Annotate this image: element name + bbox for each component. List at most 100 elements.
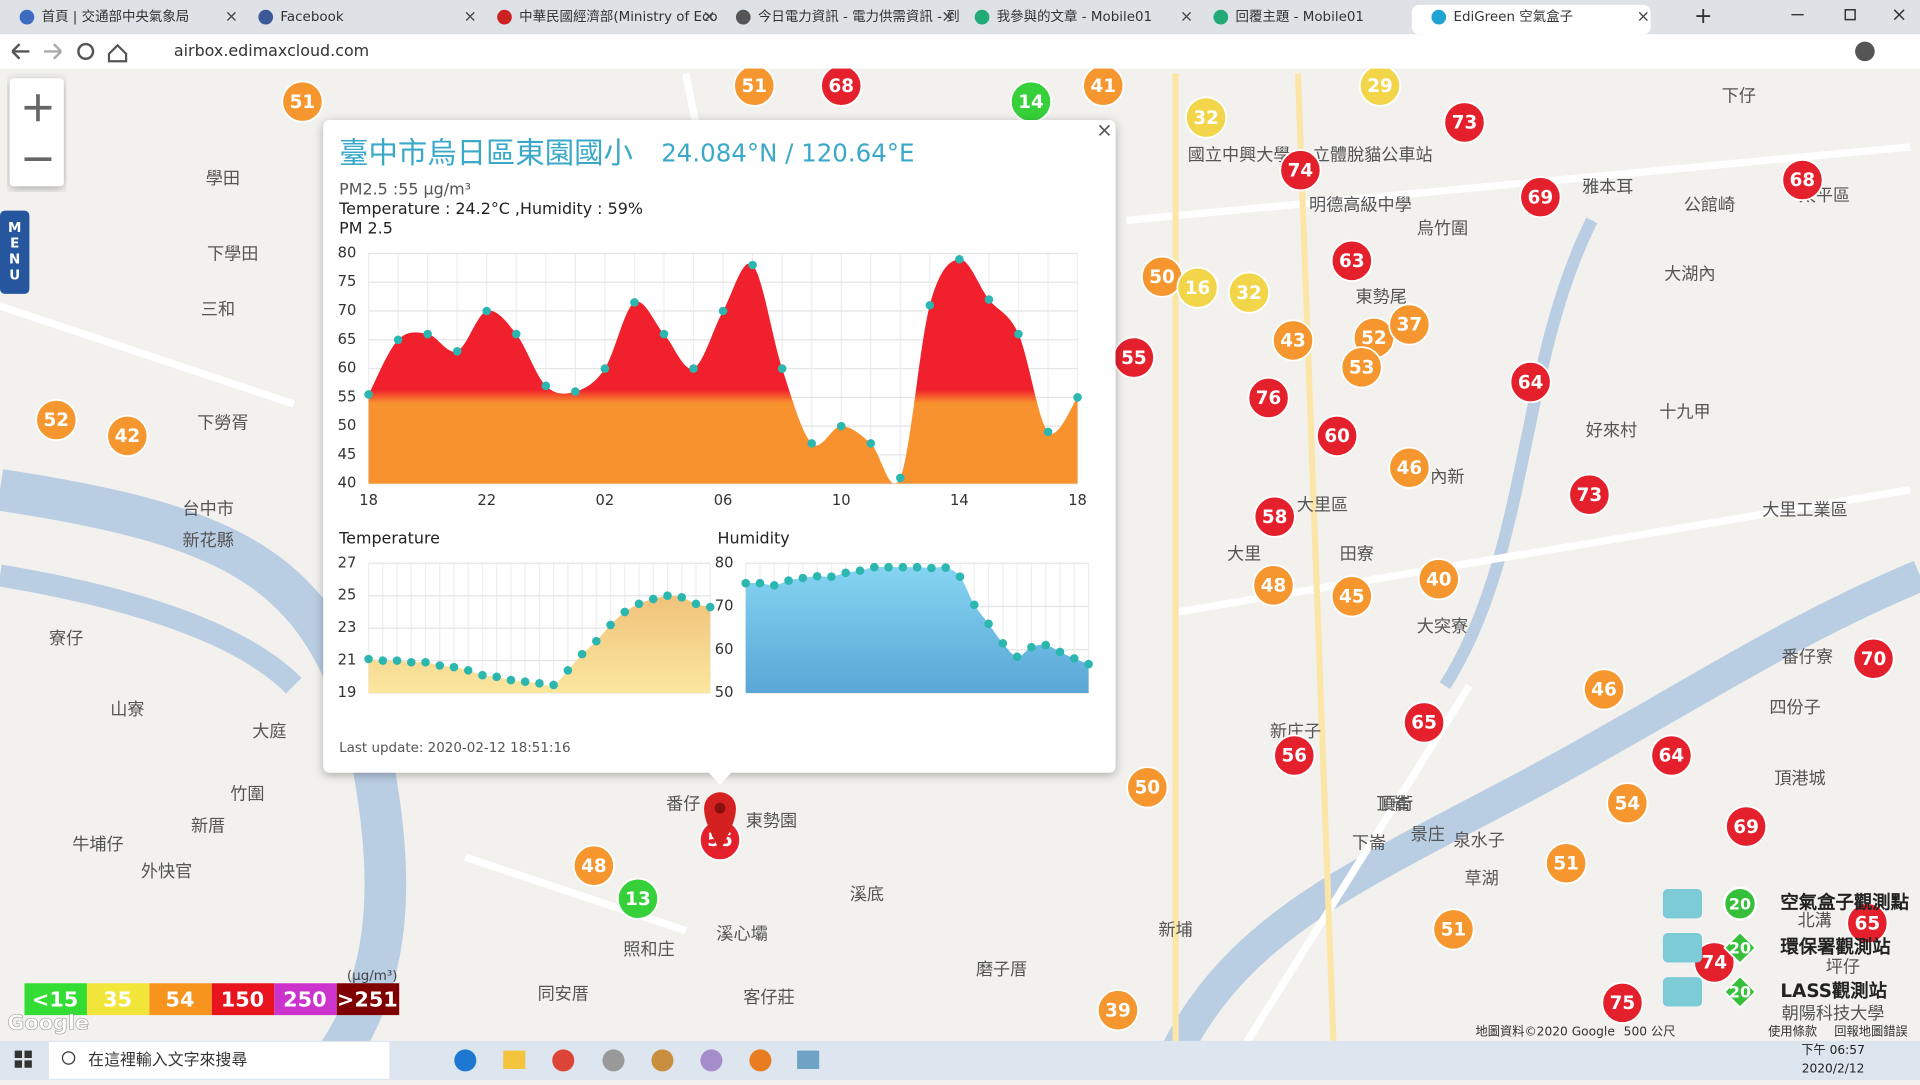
station-marker[interactable]: 74 [1279, 149, 1322, 192]
station-marker[interactable]: 64 [1650, 734, 1693, 777]
station-marker[interactable]: 65 [1846, 902, 1889, 945]
station-marker[interactable]: 48 [572, 844, 616, 887]
tab-close[interactable]: × [1637, 7, 1650, 26]
close-button[interactable]: × [1096, 119, 1112, 142]
station-marker[interactable]: 51 [1545, 842, 1588, 885]
place-label: 寮仔 [49, 629, 83, 649]
station-marker[interactable]: 56 [1273, 734, 1316, 777]
tab-icon [1213, 9, 1229, 25]
station-marker[interactable]: 54 [1606, 782, 1649, 825]
station-marker[interactable]: 43 [1271, 319, 1315, 362]
tab-close[interactable]: × [225, 7, 238, 26]
tab-title[interactable]: 首頁 | 交通部中央氣象局 [42, 8, 190, 25]
station-marker[interactable]: 69 [1519, 176, 1562, 219]
marker-dot [1388, 446, 1431, 489]
station-marker[interactable]: 29 [1358, 64, 1402, 107]
place-label: 下崙 [1352, 834, 1386, 854]
map-footer[interactable]: 回報地圖錯誤 [1834, 1024, 1907, 1039]
station-label: 空氣盒子觀測點 [1780, 892, 1909, 914]
scale-swatch [336, 983, 400, 1016]
tab-close[interactable]: × [702, 7, 715, 26]
station-marker[interactable]: 50 [1126, 766, 1169, 809]
marker-value: 29 [1367, 76, 1393, 97]
data-point [927, 563, 936, 573]
data-point [1084, 659, 1093, 669]
profile[interactable] [1855, 41, 1875, 62]
station-marker[interactable]: 73 [1568, 473, 1611, 516]
tab-close[interactable]: × [464, 7, 477, 26]
station-marker[interactable]: 14 [1009, 80, 1053, 123]
station-marker[interactable]: 42 [106, 414, 149, 458]
tab-close[interactable]: × [941, 7, 954, 26]
station-marker[interactable]: 76 [1247, 376, 1290, 420]
station-marker[interactable]: 46 [1388, 446, 1431, 489]
station-marker[interactable]: 39 [1096, 989, 1140, 1032]
app-icon[interactable] [602, 1049, 625, 1072]
station-marker[interactable]: 55 [1112, 336, 1156, 379]
station-marker[interactable]: 73 [1443, 101, 1486, 144]
station-marker[interactable]: 40 [1417, 558, 1460, 601]
station-marker[interactable]: 50 [1140, 255, 1184, 298]
tab-close[interactable]: × [1180, 7, 1193, 26]
marker-value: 14 [1018, 92, 1044, 113]
station-marker[interactable]: 51 [1432, 908, 1475, 951]
menu-button[interactable] [0, 210, 30, 294]
tab-title[interactable]: 今日電力資訊 - 電力供需資訊 - 到 [758, 9, 960, 25]
station-marker[interactable]: 37 [1388, 303, 1431, 346]
x-tick-label: 18 [1068, 492, 1087, 509]
app-icon[interactable] [749, 1049, 772, 1072]
station-marker[interactable]: 58 [1253, 495, 1296, 538]
station-marker[interactable]: 41 [1082, 64, 1125, 107]
station-marker[interactable]: 51 [733, 64, 776, 107]
tab-title[interactable]: 我參與的文章 - Mobile01 [997, 8, 1152, 25]
tab-title[interactable]: 回覆主題 - Mobile01 [1236, 9, 1364, 25]
station-marker[interactable]: 32 [1185, 96, 1228, 139]
app-icon[interactable] [651, 1049, 674, 1072]
app-icon[interactable] [700, 1049, 723, 1072]
window-controls[interactable] [1791, 9, 1905, 21]
marker-dot [1509, 360, 1552, 404]
station-marker[interactable]: 16 [1176, 266, 1219, 309]
station-marker[interactable]: 45 [1330, 575, 1373, 618]
app-icon[interactable] [552, 1049, 575, 1072]
station-marker[interactable]: 69 [1725, 805, 1768, 848]
marker-value: 53 [1349, 358, 1375, 379]
station-marker[interactable]: 53 [1340, 346, 1383, 389]
data-point [549, 680, 558, 690]
station-marker[interactable]: 52 [35, 398, 78, 442]
app-icon[interactable] [797, 1050, 820, 1069]
tab-title[interactable]: Facebook [280, 10, 343, 25]
station-marker[interactable]: 60 [1316, 414, 1359, 458]
station-marker[interactable]: 51 [281, 80, 324, 123]
station-marker[interactable]: 68 [820, 64, 863, 107]
tab-title[interactable]: EdiGreen 空氣盒子 [1453, 8, 1573, 25]
station-marker[interactable]: 68 [1781, 158, 1824, 202]
new-tab[interactable]: + [1694, 4, 1712, 29]
station-marker[interactable]: 13 [616, 877, 660, 920]
station-marker[interactable]: 64 [1509, 360, 1552, 404]
url[interactable]: airbox.edimaxcloud.com [174, 41, 369, 60]
back-button[interactable] [11, 43, 30, 60]
start-button[interactable] [14, 1050, 32, 1068]
tab-title[interactable]: 中華民國經濟部(Ministry of Eco [519, 9, 717, 25]
station-marker[interactable]: 65 [1402, 701, 1446, 744]
map-footer[interactable]: 使用條款 [1768, 1024, 1817, 1039]
station-marker[interactable]: 74 [1693, 941, 1736, 984]
river [1439, 217, 1598, 689]
app-icon[interactable] [503, 1050, 526, 1069]
reload-button[interactable] [77, 42, 95, 61]
scale-swatch [274, 983, 337, 1016]
data-point [1055, 647, 1065, 657]
station-marker[interactable]: 32 [1227, 271, 1271, 314]
app-icon[interactable] [454, 1049, 477, 1072]
forward-button[interactable] [44, 43, 63, 60]
station-marker[interactable]: 63 [1330, 239, 1373, 282]
station-marker[interactable]: 46 [1582, 668, 1626, 711]
station-marker[interactable]: 48 [1252, 564, 1295, 607]
station-marker[interactable]: 75 [1601, 981, 1644, 1024]
home-button[interactable] [107, 43, 128, 63]
station-sample-value: 20 [1729, 894, 1751, 913]
station-icon [1662, 888, 1703, 919]
station-marker[interactable]: 70 [1852, 637, 1895, 680]
search-box[interactable] [48, 1042, 390, 1079]
